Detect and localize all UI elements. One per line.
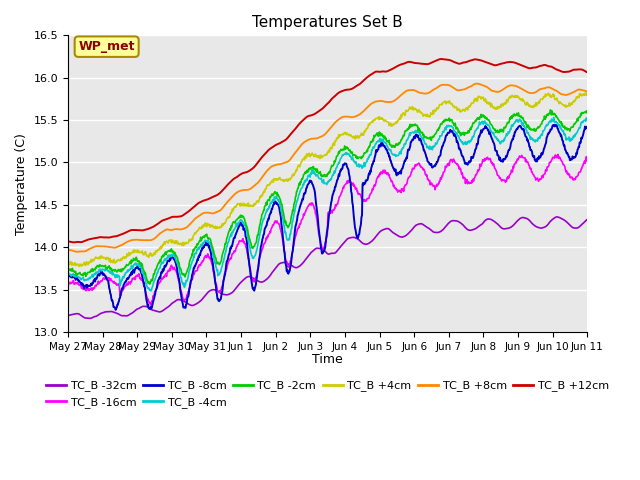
TC_B -8cm — [161, 263, 169, 269]
Line: TC_B -2cm: TC_B -2cm — [68, 110, 588, 284]
TC_B -32cm — [553, 214, 561, 220]
TC_B -8cm — [64, 273, 72, 279]
TC_B -32cm — [86, 315, 94, 321]
TC_B +12cm — [438, 56, 445, 62]
Line: TC_B +12cm: TC_B +12cm — [68, 59, 588, 242]
TC_B +12cm — [70, 240, 77, 245]
TC_B -8cm — [371, 156, 378, 161]
Y-axis label: Temperature (C): Temperature (C) — [15, 132, 28, 235]
TC_B -4cm — [89, 274, 97, 280]
TC_B +8cm — [90, 244, 97, 250]
TC_B -16cm — [89, 285, 97, 291]
TC_B +8cm — [161, 227, 169, 233]
TC_B -32cm — [280, 260, 288, 265]
TC_B -2cm — [371, 134, 378, 140]
TC_B -32cm — [566, 223, 574, 228]
TC_B -16cm — [566, 175, 574, 180]
Line: TC_B -32cm: TC_B -32cm — [68, 217, 588, 318]
TC_B -16cm — [584, 154, 591, 160]
Line: TC_B +4cm: TC_B +4cm — [68, 93, 588, 266]
TC_B +8cm — [566, 91, 574, 96]
TC_B +12cm — [371, 70, 378, 75]
TC_B -16cm — [280, 246, 288, 252]
TC_B -32cm — [64, 312, 72, 318]
TC_B -2cm — [566, 126, 574, 132]
TC_B +8cm — [64, 247, 72, 253]
TC_B -4cm — [64, 270, 72, 276]
TC_B -4cm — [584, 117, 591, 122]
TC_B +8cm — [559, 92, 566, 97]
TC_B -2cm — [64, 267, 72, 273]
Line: TC_B -4cm: TC_B -4cm — [68, 118, 588, 291]
TC_B -4cm — [371, 144, 378, 150]
TC_B -16cm — [554, 152, 562, 157]
TC_B -2cm — [280, 214, 288, 219]
TC_B -2cm — [547, 107, 554, 113]
Title: Temperatures Set B: Temperatures Set B — [252, 15, 403, 30]
Line: TC_B -8cm: TC_B -8cm — [68, 125, 588, 310]
X-axis label: Time: Time — [312, 353, 343, 366]
TC_B -4cm — [280, 223, 288, 228]
TC_B +8cm — [584, 89, 591, 95]
TC_B -8cm — [89, 280, 97, 286]
TC_B -32cm — [161, 306, 169, 312]
TC_B +12cm — [559, 69, 566, 75]
TC_B +8cm — [473, 81, 481, 86]
TC_B +12cm — [566, 68, 574, 74]
TC_B -4cm — [161, 256, 169, 262]
TC_B -2cm — [584, 110, 591, 116]
TC_B +4cm — [75, 264, 83, 269]
TC_B -16cm — [371, 182, 378, 188]
TC_B +12cm — [280, 138, 288, 144]
TC_B +4cm — [582, 90, 589, 96]
TC_B -8cm — [584, 124, 591, 130]
TC_B +4cm — [558, 101, 566, 107]
TC_B -2cm — [89, 268, 97, 274]
TC_B -4cm — [566, 138, 574, 144]
TC_B -32cm — [559, 216, 566, 222]
TC_B -32cm — [90, 314, 97, 320]
Text: WP_met: WP_met — [79, 40, 135, 53]
TC_B +4cm — [280, 179, 288, 184]
TC_B +8cm — [280, 160, 288, 166]
TC_B -16cm — [147, 302, 155, 308]
TC_B +4cm — [584, 93, 591, 98]
TC_B -16cm — [161, 273, 169, 278]
TC_B -32cm — [371, 235, 378, 241]
TC_B -8cm — [280, 248, 288, 253]
TC_B -16cm — [64, 282, 72, 288]
TC_B +4cm — [90, 258, 97, 264]
TC_B -4cm — [559, 128, 566, 134]
TC_B +8cm — [371, 99, 378, 105]
TC_B +12cm — [161, 217, 169, 223]
TC_B +12cm — [584, 70, 591, 75]
TC_B -2cm — [146, 281, 154, 287]
TC_B +4cm — [161, 241, 169, 247]
TC_B -8cm — [112, 307, 120, 313]
TC_B +4cm — [64, 259, 72, 265]
TC_B -8cm — [559, 138, 566, 144]
TC_B +4cm — [566, 103, 573, 109]
TC_B -4cm — [550, 115, 557, 120]
TC_B -8cm — [550, 122, 557, 128]
Line: TC_B -16cm: TC_B -16cm — [68, 155, 588, 305]
Line: TC_B +8cm: TC_B +8cm — [68, 84, 588, 252]
TC_B -8cm — [566, 156, 574, 162]
TC_B -4cm — [148, 288, 156, 294]
TC_B +8cm — [74, 249, 81, 255]
TC_B -16cm — [559, 159, 566, 165]
Legend: TC_B -32cm, TC_B -16cm, TC_B -8cm, TC_B -4cm, TC_B -2cm, TC_B +4cm, TC_B +8cm, T: TC_B -32cm, TC_B -16cm, TC_B -8cm, TC_B … — [42, 376, 613, 412]
TC_B -2cm — [559, 121, 566, 127]
TC_B -2cm — [161, 252, 169, 257]
TC_B +12cm — [90, 236, 97, 241]
TC_B +12cm — [64, 239, 72, 244]
TC_B +4cm — [371, 117, 378, 122]
TC_B -32cm — [584, 216, 591, 222]
